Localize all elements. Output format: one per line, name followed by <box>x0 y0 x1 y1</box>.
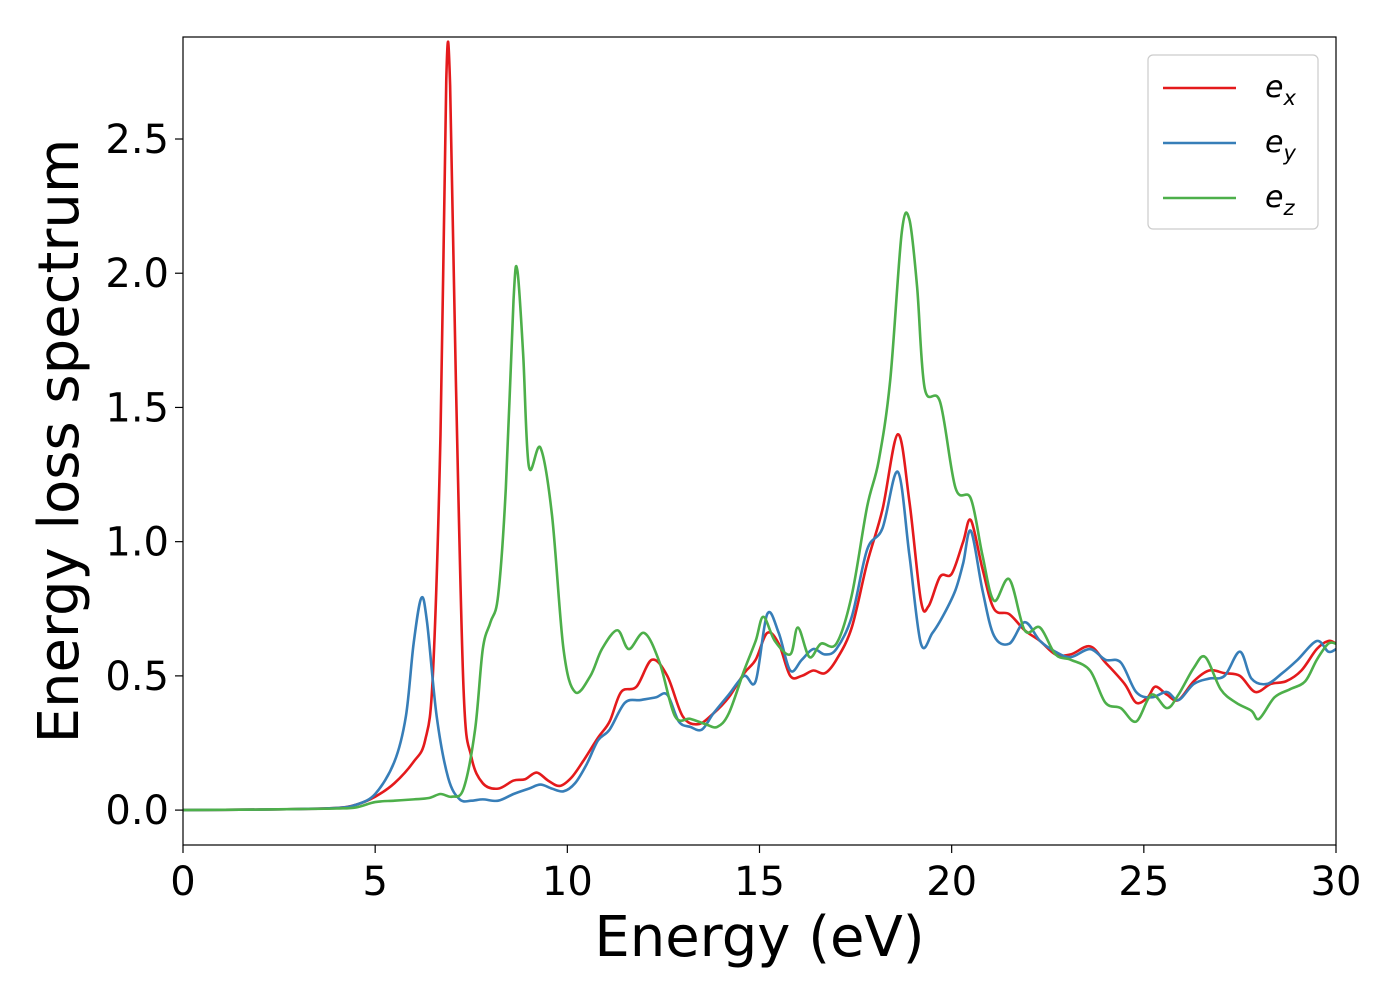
y-tick-label: 2.0 <box>105 251 169 297</box>
y-tick-label: 0.0 <box>105 788 169 834</box>
x-axis-title: Energy (eV) <box>594 905 924 970</box>
y-tick-label: 1.0 <box>105 520 169 566</box>
x-tick-label: 20 <box>926 859 977 905</box>
x-tick-label: 30 <box>1311 859 1362 905</box>
legend-label-z: ez <box>1265 180 1295 220</box>
legend-label-y: ey <box>1265 125 1296 165</box>
y-axis-title: Energy loss spectrum <box>27 139 92 744</box>
x-tick-label: 15 <box>734 859 785 905</box>
x-tick-label: 5 <box>362 859 387 905</box>
x-tick-label: 25 <box>1118 859 1169 905</box>
series-line-y <box>183 470 1336 812</box>
series-line-x <box>183 40 1336 812</box>
axes-layer: 0 5 10 15 20 25 30 0.0 0.5 1.0 1.5 2.0 2.5 <box>105 36 1362 905</box>
y-tick-label: 0.5 <box>105 654 169 700</box>
legend: ex ey ez <box>1147 54 1319 230</box>
series-line-z <box>183 211 1336 812</box>
x-tick-label: 0 <box>170 859 195 905</box>
y-tick-label: 2.5 <box>105 117 169 163</box>
legend-label-x: ex <box>1265 70 1296 110</box>
x-tick-label: 10 <box>542 859 593 905</box>
y-tick-label: 1.5 <box>105 385 169 431</box>
series-layer <box>183 40 1336 812</box>
